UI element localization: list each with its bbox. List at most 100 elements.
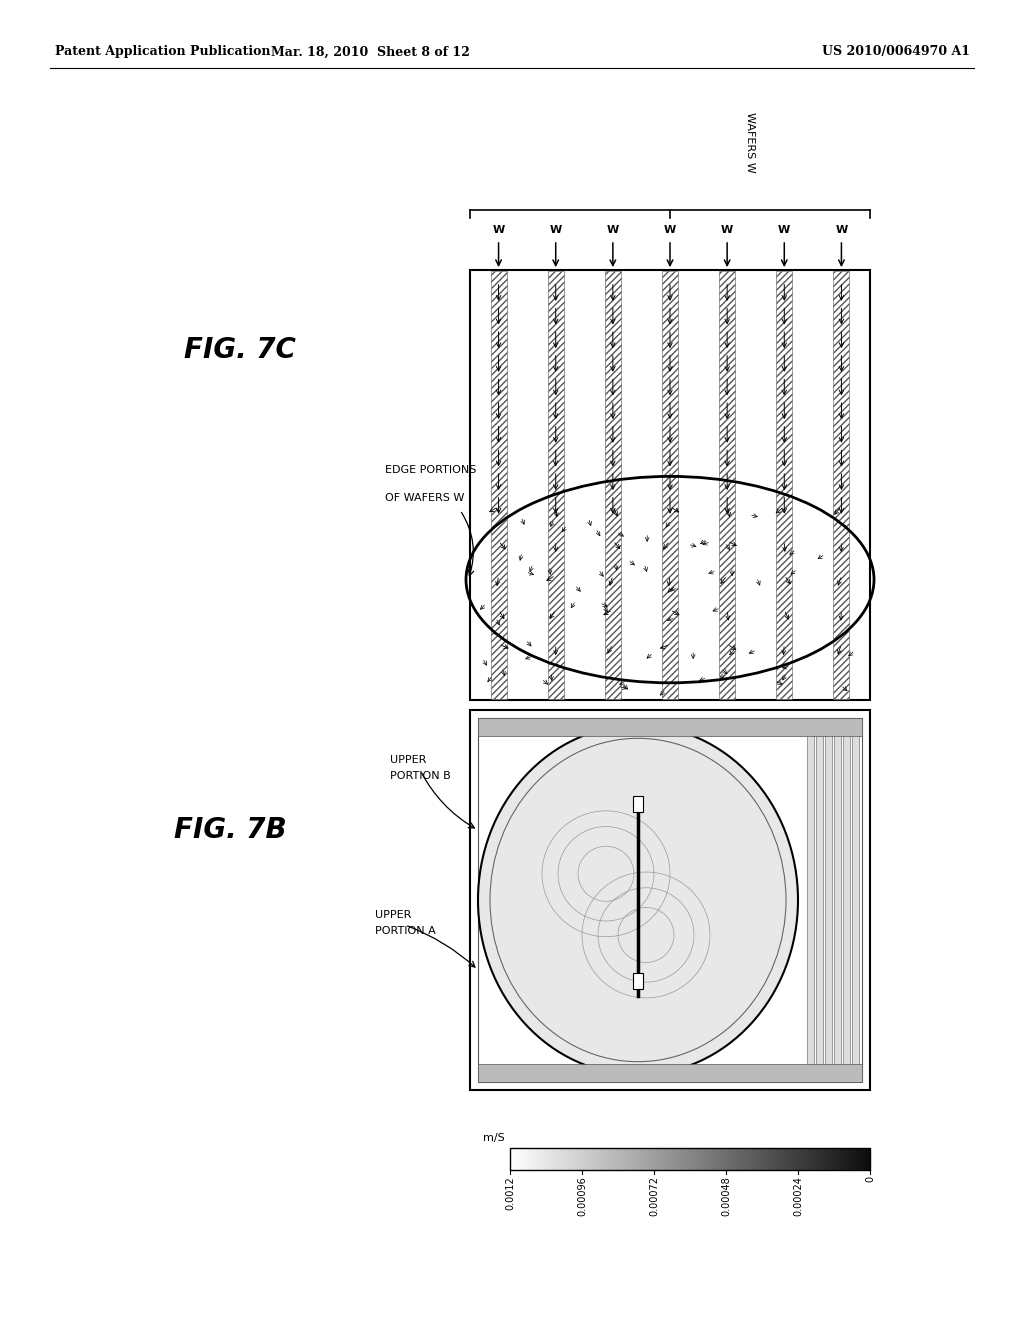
Bar bbox=[537, 1148, 538, 1170]
Bar bbox=[735, 1148, 737, 1170]
Bar bbox=[586, 1148, 588, 1170]
Text: UPPER: UPPER bbox=[390, 755, 426, 766]
Bar bbox=[478, 718, 862, 737]
Bar bbox=[740, 1148, 742, 1170]
Bar bbox=[600, 1148, 602, 1170]
Bar bbox=[819, 1148, 821, 1170]
Text: W: W bbox=[607, 224, 618, 235]
Bar bbox=[670, 1148, 672, 1170]
Bar bbox=[635, 1148, 637, 1170]
Bar bbox=[530, 1148, 532, 1170]
Bar bbox=[705, 1148, 707, 1170]
Bar bbox=[623, 1148, 625, 1170]
Bar bbox=[516, 1148, 518, 1170]
Bar bbox=[699, 1148, 701, 1170]
Bar bbox=[581, 1148, 583, 1170]
Bar bbox=[620, 1148, 621, 1170]
Bar bbox=[854, 1148, 856, 1170]
Bar bbox=[470, 710, 870, 1090]
Bar bbox=[814, 1148, 815, 1170]
Bar bbox=[783, 1148, 785, 1170]
Bar bbox=[510, 1148, 870, 1170]
Bar bbox=[803, 1148, 805, 1170]
Bar bbox=[749, 1148, 751, 1170]
Bar bbox=[616, 1148, 618, 1170]
Bar bbox=[703, 1148, 705, 1170]
Bar bbox=[687, 1148, 689, 1170]
Bar bbox=[776, 1148, 778, 1170]
Bar bbox=[657, 1148, 659, 1170]
Text: Mar. 18, 2010  Sheet 8 of 12: Mar. 18, 2010 Sheet 8 of 12 bbox=[270, 45, 469, 58]
Bar bbox=[748, 1148, 750, 1170]
Bar bbox=[641, 1148, 642, 1170]
Bar bbox=[797, 1148, 799, 1170]
Bar bbox=[757, 1148, 759, 1170]
Bar bbox=[865, 1148, 867, 1170]
Bar bbox=[713, 1148, 715, 1170]
Bar bbox=[642, 1148, 644, 1170]
Bar bbox=[786, 1148, 787, 1170]
Bar bbox=[648, 1148, 649, 1170]
Bar bbox=[609, 1148, 611, 1170]
Text: PORTION B: PORTION B bbox=[390, 771, 451, 781]
Bar bbox=[823, 1148, 825, 1170]
Text: 0: 0 bbox=[865, 1176, 874, 1183]
Bar bbox=[560, 1148, 562, 1170]
Bar bbox=[844, 1148, 845, 1170]
Bar bbox=[834, 271, 850, 700]
Bar bbox=[852, 719, 859, 1080]
Bar bbox=[781, 1148, 783, 1170]
Text: OF WAFERS W: OF WAFERS W bbox=[385, 492, 464, 503]
Bar bbox=[779, 1148, 780, 1170]
Bar bbox=[622, 1148, 624, 1170]
Bar bbox=[554, 1148, 556, 1170]
Bar bbox=[561, 1148, 563, 1170]
Bar bbox=[599, 1148, 600, 1170]
Text: W: W bbox=[778, 224, 791, 235]
Bar bbox=[651, 1148, 653, 1170]
Bar bbox=[777, 1148, 779, 1170]
Bar bbox=[677, 1148, 679, 1170]
Bar bbox=[563, 1148, 564, 1170]
Bar bbox=[767, 1148, 768, 1170]
Bar bbox=[791, 1148, 793, 1170]
Text: W: W bbox=[664, 224, 676, 235]
Bar bbox=[866, 1148, 868, 1170]
Bar bbox=[511, 1148, 513, 1170]
Bar bbox=[804, 1148, 806, 1170]
Bar bbox=[588, 1148, 590, 1170]
Bar bbox=[634, 1148, 635, 1170]
Bar bbox=[710, 1148, 711, 1170]
Bar bbox=[738, 1148, 739, 1170]
Bar bbox=[775, 1148, 777, 1170]
Bar bbox=[626, 1148, 627, 1170]
Bar bbox=[717, 1148, 718, 1170]
Bar bbox=[578, 1148, 579, 1170]
Bar bbox=[615, 1148, 617, 1170]
Bar bbox=[528, 1148, 529, 1170]
Bar bbox=[707, 1148, 709, 1170]
Bar bbox=[543, 1148, 544, 1170]
Bar bbox=[544, 1148, 546, 1170]
Text: PORTION A: PORTION A bbox=[375, 927, 436, 936]
Bar bbox=[629, 1148, 631, 1170]
Bar bbox=[521, 1148, 522, 1170]
Bar bbox=[808, 1148, 809, 1170]
Bar bbox=[584, 1148, 585, 1170]
Bar bbox=[853, 1148, 855, 1170]
Bar bbox=[821, 1148, 822, 1170]
Bar bbox=[790, 1148, 792, 1170]
Bar bbox=[712, 1148, 714, 1170]
Bar bbox=[547, 1148, 549, 1170]
Bar bbox=[732, 1148, 734, 1170]
Bar bbox=[558, 1148, 560, 1170]
Bar bbox=[649, 1148, 651, 1170]
Bar bbox=[810, 1148, 812, 1170]
Text: W: W bbox=[721, 224, 733, 235]
Bar bbox=[714, 1148, 716, 1170]
Bar bbox=[788, 1148, 791, 1170]
Bar bbox=[598, 1148, 599, 1170]
Bar bbox=[685, 1148, 687, 1170]
Bar bbox=[828, 1148, 829, 1170]
Bar bbox=[663, 1148, 665, 1170]
